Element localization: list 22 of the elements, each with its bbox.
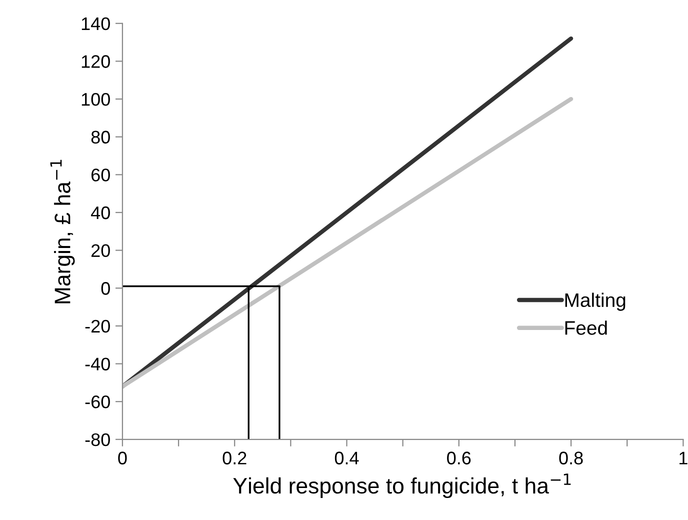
y-tick-label: 40	[90, 206, 110, 220]
y-tick-label: 120	[82, 55, 110, 68]
x-tick-label: 0.2	[222, 452, 246, 464]
legend-label: Feed	[565, 320, 607, 335]
x-tick-label: 0.6	[447, 452, 471, 464]
y-tick-label: -40	[85, 358, 110, 370]
y-axis-title: Margin, £ ha$^{−1}$	[50, 160, 75, 304]
y-tick-label: 100	[82, 92, 110, 106]
y-tick-label: 20	[91, 244, 110, 258]
x-axis-title: Yield response to fungicide, t ha$^{−1}$	[233, 474, 571, 498]
x-tick-label: 0.8	[559, 452, 583, 464]
x-tick-label: 1	[680, 452, 688, 464]
y-tick-label: -20	[85, 320, 110, 333]
legend-label: Malting	[565, 292, 626, 311]
y-tick-label: 60	[91, 168, 110, 182]
y-tick-label: -60	[85, 396, 110, 408]
x-tick-label: 0.4	[334, 452, 359, 464]
x-tick-label: 0	[118, 452, 127, 464]
y-tick-label: -80	[85, 433, 110, 446]
y-tick-label: 0	[101, 282, 110, 295]
y-tick-label: 140	[82, 17, 110, 30]
y-tick-label: 80	[91, 130, 110, 144]
